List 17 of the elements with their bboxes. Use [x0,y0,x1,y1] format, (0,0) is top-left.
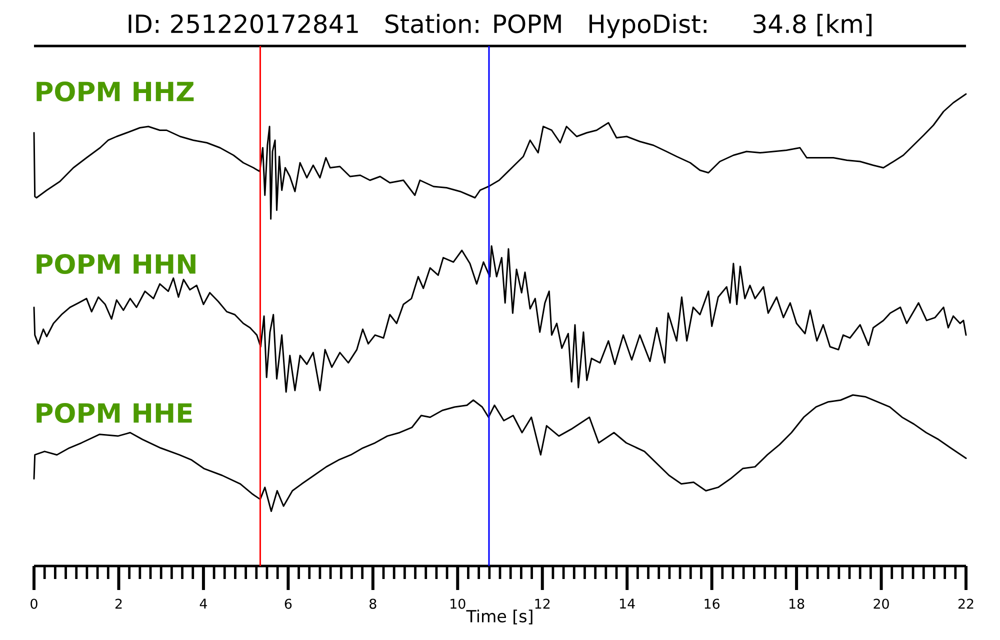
chart-title: ID: 251220172841 Station: POPM HypoDist: 34.8 [km] [128,14,872,38]
x-tick-label: 0 [30,598,38,609]
x-tick-label: 8 [370,598,376,609]
x-tick-label: 20 [874,598,889,609]
x-tick-label: 12 [535,598,550,609]
x-tick-label: 18 [789,598,804,609]
x-axis-title: Time [s] [466,610,532,624]
x-tick-label: 22 [958,598,974,609]
series-label: POPM HHN [36,254,196,274]
x-tick-label: 16 [704,598,720,609]
series-label: POPM HHZ [36,81,194,102]
x-tick-label: 2 [115,598,122,609]
x-tick-label: 14 [620,598,635,608]
x-tick-label: 4 [200,598,207,608]
series-label: POPM HHE [36,402,192,424]
x-tick-label: 10 [450,598,466,609]
x-tick-label: 6 [284,598,292,609]
